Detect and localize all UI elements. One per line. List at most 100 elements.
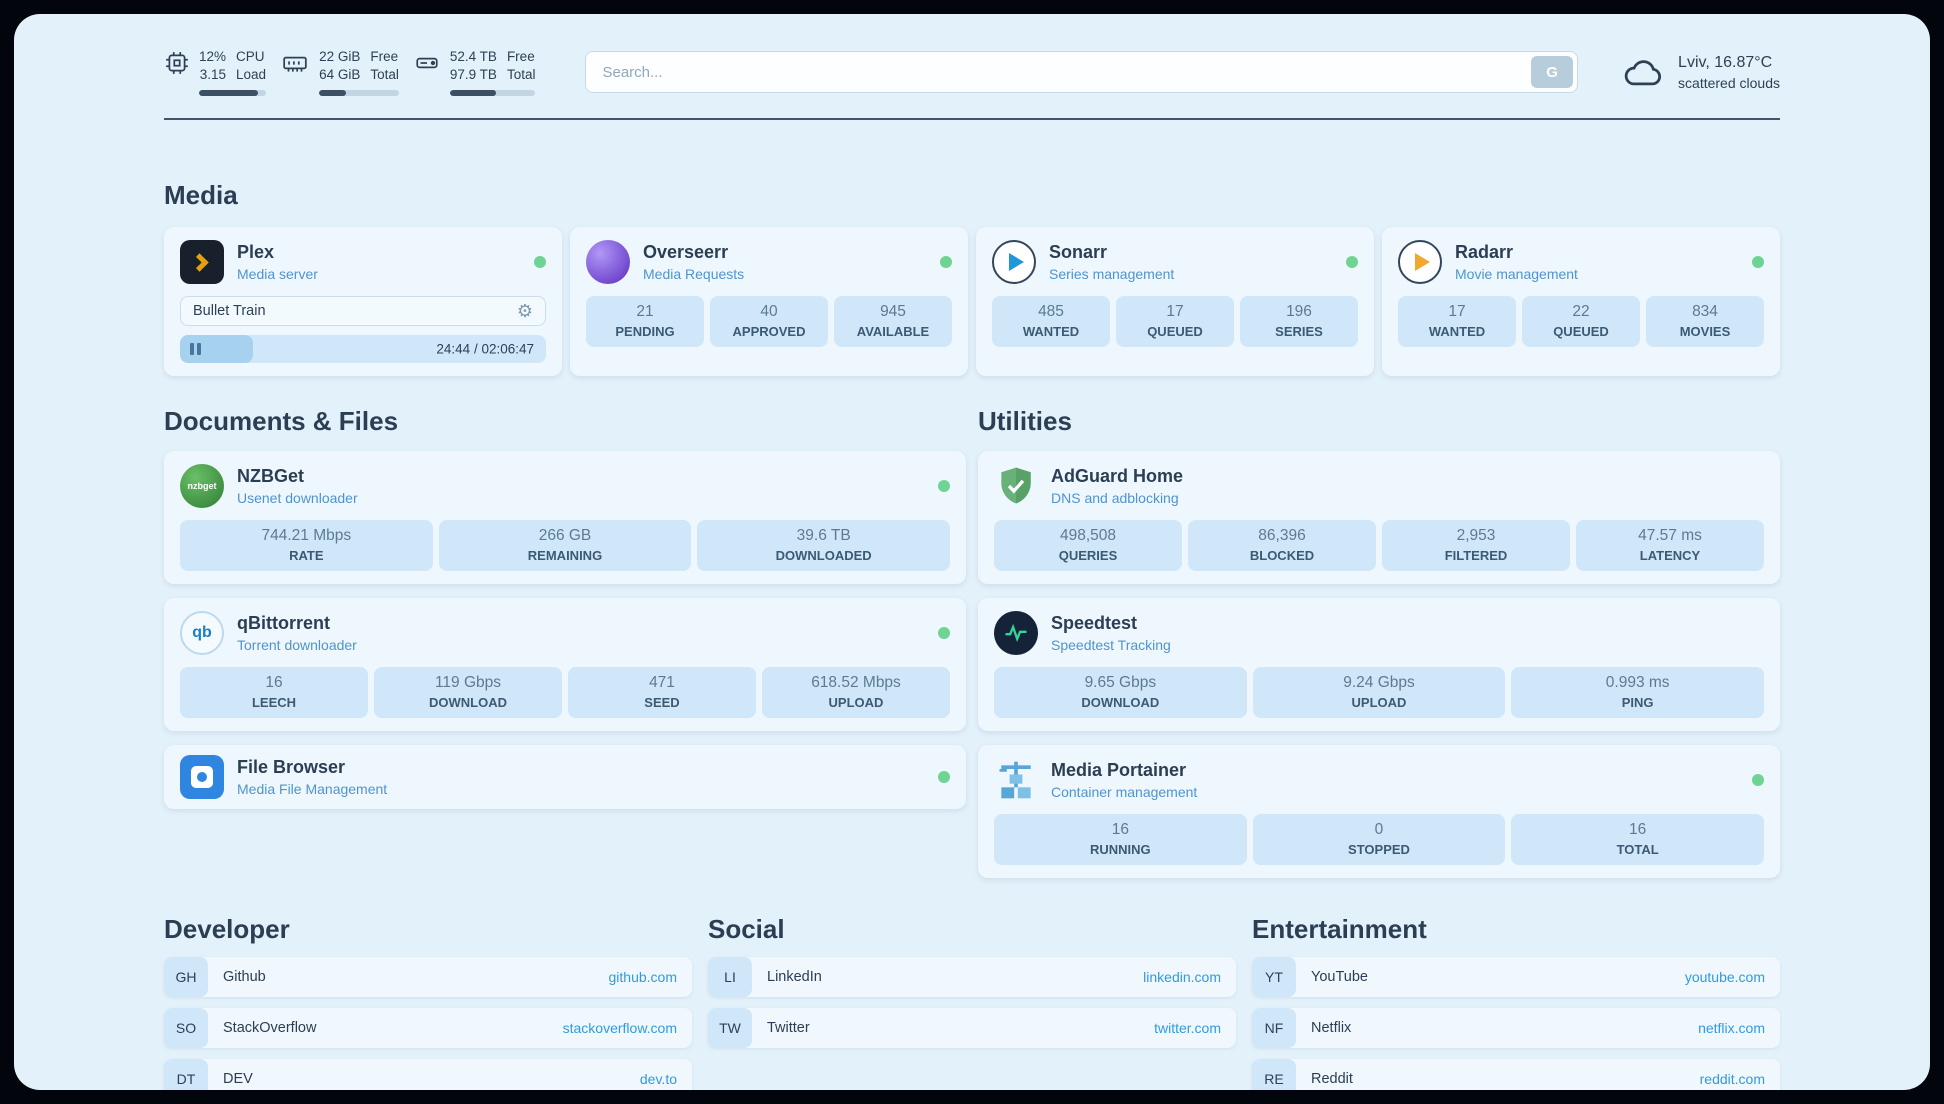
qbittorrent-card[interactable]: qb qBittorrent Torrent downloader 16 LEE… (164, 598, 966, 732)
filebrowser-icon (180, 755, 224, 800)
bookmark-twitter[interactable]: TW Twitter twitter.com (708, 1008, 1236, 1049)
stat-value: 744.21 Mbps (261, 527, 352, 545)
overseerr-card[interactable]: Overseerr Media Requests 21 PENDING 40 A… (570, 227, 968, 377)
bookmark-reddit[interactable]: RE Reddit reddit.com (1252, 1059, 1780, 1090)
plex-status-dot (534, 256, 546, 269)
speedtest-card[interactable]: Speedtest Speedtest Tracking 9.65 Gbps D… (978, 598, 1780, 732)
stat-label: SERIES (1275, 324, 1323, 340)
google-search-button[interactable]: G (1531, 56, 1574, 89)
dashboard-page: 12% 3.15 CPU Load (14, 14, 1930, 1090)
qbittorrent-subtitle: Torrent downloader (237, 637, 357, 654)
ram-total-label: Total (370, 67, 399, 83)
stat-tile: 0.993 ms PING (1511, 667, 1764, 719)
radarr-card[interactable]: Radarr Movie management 17 WANTED 22 QUE… (1382, 227, 1780, 377)
stat-value: 16 (1111, 821, 1129, 839)
system-stats: 12% 3.15 CPU Load (164, 48, 536, 97)
stat-label: WANTED (1428, 324, 1486, 340)
stat-value: 0 (1374, 821, 1384, 839)
bookmark-netflix[interactable]: NF Netflix netflix.com (1252, 1008, 1780, 1049)
developer-section-title: Developer (164, 914, 290, 945)
stat-label: LATENCY (1639, 548, 1701, 564)
ram-widget: 22 GiB 64 GiB Free Total (280, 48, 399, 97)
ram-progress-bar (319, 90, 399, 97)
stat-label: PENDING (615, 324, 675, 340)
speedtest-subtitle: Speedtest Tracking (1051, 637, 1171, 654)
github-abbr-badge: GH (164, 957, 208, 998)
stat-tile: 16 LEECH (180, 667, 368, 719)
stat-tile: 498,508 QUERIES (994, 520, 1182, 572)
adguard-subtitle: DNS and adblocking (1051, 490, 1179, 507)
cpu-progress-fill (199, 90, 259, 97)
bookmark-url[interactable]: linkedin.com (1143, 969, 1221, 986)
bookmark-name: LinkedIn (767, 969, 822, 986)
stat-value: 9.24 Gbps (1343, 674, 1415, 692)
adguard-card[interactable]: AdGuard Home DNS and adblocking 498,508 … (978, 451, 1780, 585)
stat-label: QUEUED (1147, 324, 1203, 340)
nzbget-card[interactable]: nzbget NZBGet Usenet downloader 744.21 M… (164, 451, 966, 585)
portainer-crane-icon (994, 758, 1038, 802)
ram-free-label: Free (370, 49, 399, 64)
playback-progress: 24:44 / 02:06:47 (180, 335, 546, 364)
bookmark-github[interactable]: GH Github github.com (164, 957, 692, 998)
stat-label: APPROVED (732, 324, 806, 340)
bookmark-name: Netflix (1311, 1020, 1352, 1037)
stat-value: 17 (1448, 303, 1466, 321)
stat-tile: 618.52 Mbps UPLOAD (762, 667, 950, 719)
stat-tile: 9.24 Gbps UPLOAD (1252, 667, 1506, 719)
bookmark-url[interactable]: github.com (608, 969, 677, 986)
sonarr-title: Sonarr (1049, 241, 1108, 262)
disk-progress-bar (449, 90, 536, 97)
documents-section-title: Documents & Files (164, 406, 399, 437)
radarr-status-dot (1752, 256, 1764, 269)
search-input[interactable] (585, 51, 1579, 94)
stat-value: 945 (880, 303, 906, 321)
nzbget-title: NZBGet (237, 465, 304, 486)
speedtest-icon (994, 611, 1038, 656)
section-media: Media Plex Media server Bullet Train (164, 180, 1780, 377)
social-section-title: Social (708, 914, 785, 945)
plex-title: Plex (237, 241, 275, 262)
disk-free-value: 52.4 TB (449, 49, 497, 64)
content: 12% 3.15 CPU Load (14, 48, 1930, 1090)
netflix-abbr-badge: NF (1252, 1008, 1296, 1049)
cpu-chip-icon (166, 52, 188, 74)
stat-value: 40 (760, 303, 778, 321)
cpu-progress-bar (199, 90, 267, 97)
bookmark-dev[interactable]: DT DEV dev.to (164, 1059, 692, 1090)
bookmark-url[interactable]: reddit.com (1699, 1071, 1765, 1088)
filebrowser-card[interactable]: File Browser Media File Management (164, 745, 966, 810)
stat-tile: 21 PENDING (586, 296, 704, 348)
portainer-status-dot (1752, 774, 1764, 787)
plex-card[interactable]: Plex Media server Bullet Train ⚙ (164, 227, 562, 377)
stat-label: RUNNING (1089, 842, 1151, 858)
disk-total-value: 97.9 TB (449, 67, 497, 83)
stat-value: 47.57 ms (1638, 527, 1702, 545)
sonarr-card[interactable]: Sonarr Series management 485 WANTED 17 Q… (976, 227, 1374, 377)
stackoverflow-abbr-badge: SO (164, 1008, 208, 1049)
stat-label: QUEUED (1553, 324, 1609, 340)
bookmark-url[interactable]: twitter.com (1154, 1020, 1221, 1037)
stat-label: DOWNLOAD (429, 695, 507, 711)
bookmark-youtube[interactable]: YT YouTube youtube.com (1252, 957, 1780, 998)
portainer-subtitle: Container management (1051, 784, 1198, 801)
bookmark-stackoverflow[interactable]: SO StackOverflow stackoverflow.com (164, 1008, 692, 1049)
adguard-shield-icon (994, 464, 1038, 508)
stat-value: 21 (636, 303, 654, 321)
stat-label: MOVIES (1679, 324, 1731, 340)
disk-total-label: Total (506, 67, 536, 83)
bookmark-linkedin[interactable]: LI LinkedIn linkedin.com (708, 957, 1236, 998)
adguard-title: AdGuard Home (1051, 465, 1184, 486)
stat-value: 16 (265, 674, 283, 692)
disk-widget: 52.4 TB 97.9 TB Free Total (413, 48, 536, 97)
bookmark-url[interactable]: dev.to (639, 1071, 677, 1088)
bookmark-url[interactable]: netflix.com (1698, 1020, 1765, 1037)
disk-icon (416, 57, 438, 69)
stat-value: 485 (1038, 303, 1064, 321)
stat-tile: 0 STOPPED (1252, 814, 1506, 866)
portainer-card[interactable]: Media Portainer Container management 16 … (978, 745, 1780, 879)
bookmark-url[interactable]: stackoverflow.com (562, 1020, 677, 1037)
bookmark-url[interactable]: youtube.com (1684, 969, 1765, 986)
media-section-title: Media (164, 180, 238, 211)
playback-progress-fill[interactable] (180, 335, 254, 364)
gear-icon[interactable]: ⚙ (516, 301, 533, 322)
